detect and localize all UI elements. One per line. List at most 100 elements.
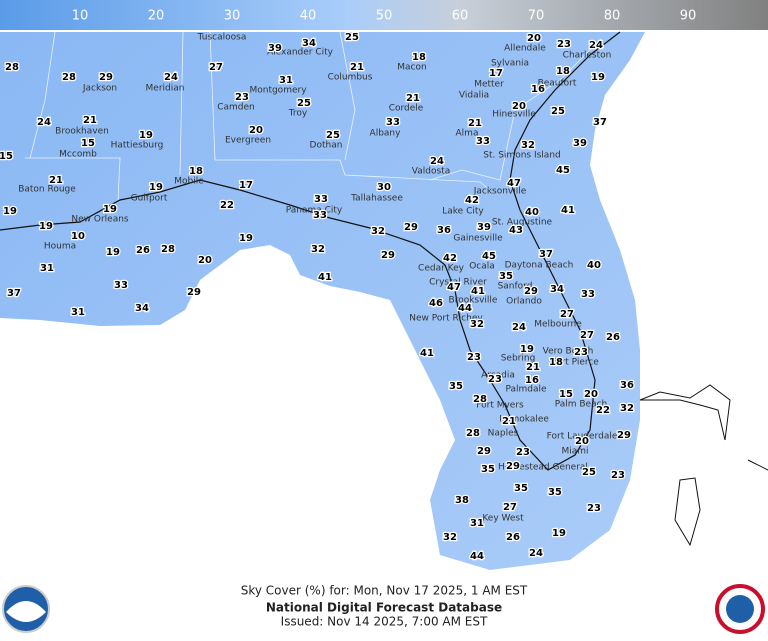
city-label: Gainesville [453,234,503,244]
sky-cover-value: 15 [559,389,573,400]
city-label: Meridian [146,84,185,94]
sky-cover-value: 25 [345,32,359,43]
sky-cover-value: 42 [443,253,457,264]
sky-cover-value: 24 [37,117,51,128]
sky-cover-value: 32 [371,226,385,237]
sky-cover-value: 19 [239,233,253,244]
city-label: Sebring [501,354,536,364]
sky-cover-value: 17 [489,68,503,79]
sky-cover-value: 21 [526,362,540,373]
city-label: Miami [561,447,588,457]
sky-cover-value: 24 [512,322,526,333]
sky-cover-value: 19 [591,72,605,83]
city-label: Tuscaloosa [197,33,247,43]
sky-cover-value: 29 [524,286,538,297]
sky-cover-value: 35 [481,464,495,475]
city-label: Hinesville [492,110,536,120]
sky-cover-value: 43 [509,225,523,236]
sky-cover-value: 21 [350,62,364,73]
sky-cover-value: 28 [473,394,487,405]
sky-cover-value: 23 [574,347,588,358]
sky-cover-value: 27 [560,309,574,320]
forecast-area [0,32,645,570]
city-label: Palm Beach [555,400,608,410]
city-label: Key West [482,514,524,524]
city-label: Hattiesburg [111,141,164,151]
sky-cover-value: 21 [502,416,516,427]
sky-cover-value: 21 [406,93,420,104]
sky-cover-value: 26 [506,532,520,543]
sky-cover-value: 33 [386,117,400,128]
sky-cover-value: 18 [412,52,426,63]
sky-cover-value: 24 [529,548,543,559]
city-label: Houma [44,242,76,252]
city-label: Macon [397,63,426,73]
city-label: Sanford [498,282,533,292]
sky-cover-value: 19 [106,247,120,258]
sky-cover-value: 47 [447,282,461,293]
city-label: Alexander City [267,48,334,58]
city-label: Fort Myers [476,401,524,411]
sky-cover-value: 23 [557,39,571,50]
city-label: Valdosta [412,167,450,177]
city-label: New Orleans [71,215,129,225]
sky-cover-value: 20 [584,389,598,400]
city-label: Beaufort [538,79,577,89]
sky-cover-value: 19 [39,221,53,232]
sky-cover-value: 37 [593,117,607,128]
product-name: National Digital Forecast Database [266,601,502,615]
city-label: Albany [370,129,402,139]
sky-cover-value: 27 [503,502,517,513]
sky-cover-value: 34 [135,303,149,314]
sky-cover-value: 30 [377,182,391,193]
sky-cover-value: 24 [589,40,603,51]
sky-cover-value: 33 [314,194,328,205]
city-label: Cordele [389,104,424,114]
city-label: New Port Richey [409,314,483,324]
colorbar-label: 40 [300,9,317,24]
sky-cover-value: 41 [420,348,434,359]
city-label: Gulfport [131,194,168,204]
colorbar [0,0,768,30]
city-label: Baton Rouge [18,185,76,195]
city-label: Dothan [310,141,343,151]
sky-cover-value: 19 [3,206,17,217]
colorbar-label: 90 [680,9,697,24]
sky-cover-value: 29 [381,250,395,261]
sky-cover-value: 20 [512,101,526,112]
bahamas-cuba [639,384,768,547]
state-borders [25,31,601,201]
city-label: Vero Beach [543,347,594,357]
map-title: Sky Cover (%) for: Mon, Nov 17 2025, 1 A… [241,584,528,598]
city-label: Homestead General [498,463,588,473]
colorbar-label: 60 [452,9,469,24]
sky-cover-value: 19 [103,204,117,215]
sky-cover-value: 20 [527,33,541,44]
sky-cover-value: 47 [507,178,521,189]
sky-cover-value: 39 [573,138,587,149]
sky-cover-value: 22 [220,200,234,211]
sky-cover-value: 44 [458,303,472,314]
sky-cover-value: 18 [556,66,570,77]
sky-cover-value: 25 [326,130,340,141]
colorbar-label: 20 [148,9,165,24]
sky-cover-value: 44 [470,551,484,562]
sky-cover-value: 24 [430,156,444,167]
sky-cover-value: 26 [136,245,150,256]
city-label: Lake City [442,207,484,217]
sky-cover-value: 38 [455,495,469,506]
sky-cover-value: 41 [318,272,332,283]
sky-cover-value: 36 [620,380,634,391]
sky-cover-value: 32 [521,140,535,151]
sky-cover-value: 29 [477,446,491,457]
noaa-logo [2,585,50,633]
colorbar-label: 10 [72,9,89,24]
sky-cover-value: 21 [49,175,63,186]
sky-cover-value: 19 [552,528,566,539]
colorbar-label: 50 [376,9,393,24]
sky-cover-value: 15 [81,138,95,149]
city-label: Mobile [174,177,204,187]
sky-cover-value: 42 [465,195,479,206]
sky-cover-value: 19 [139,130,153,141]
sky-cover-value: 35 [514,483,528,494]
